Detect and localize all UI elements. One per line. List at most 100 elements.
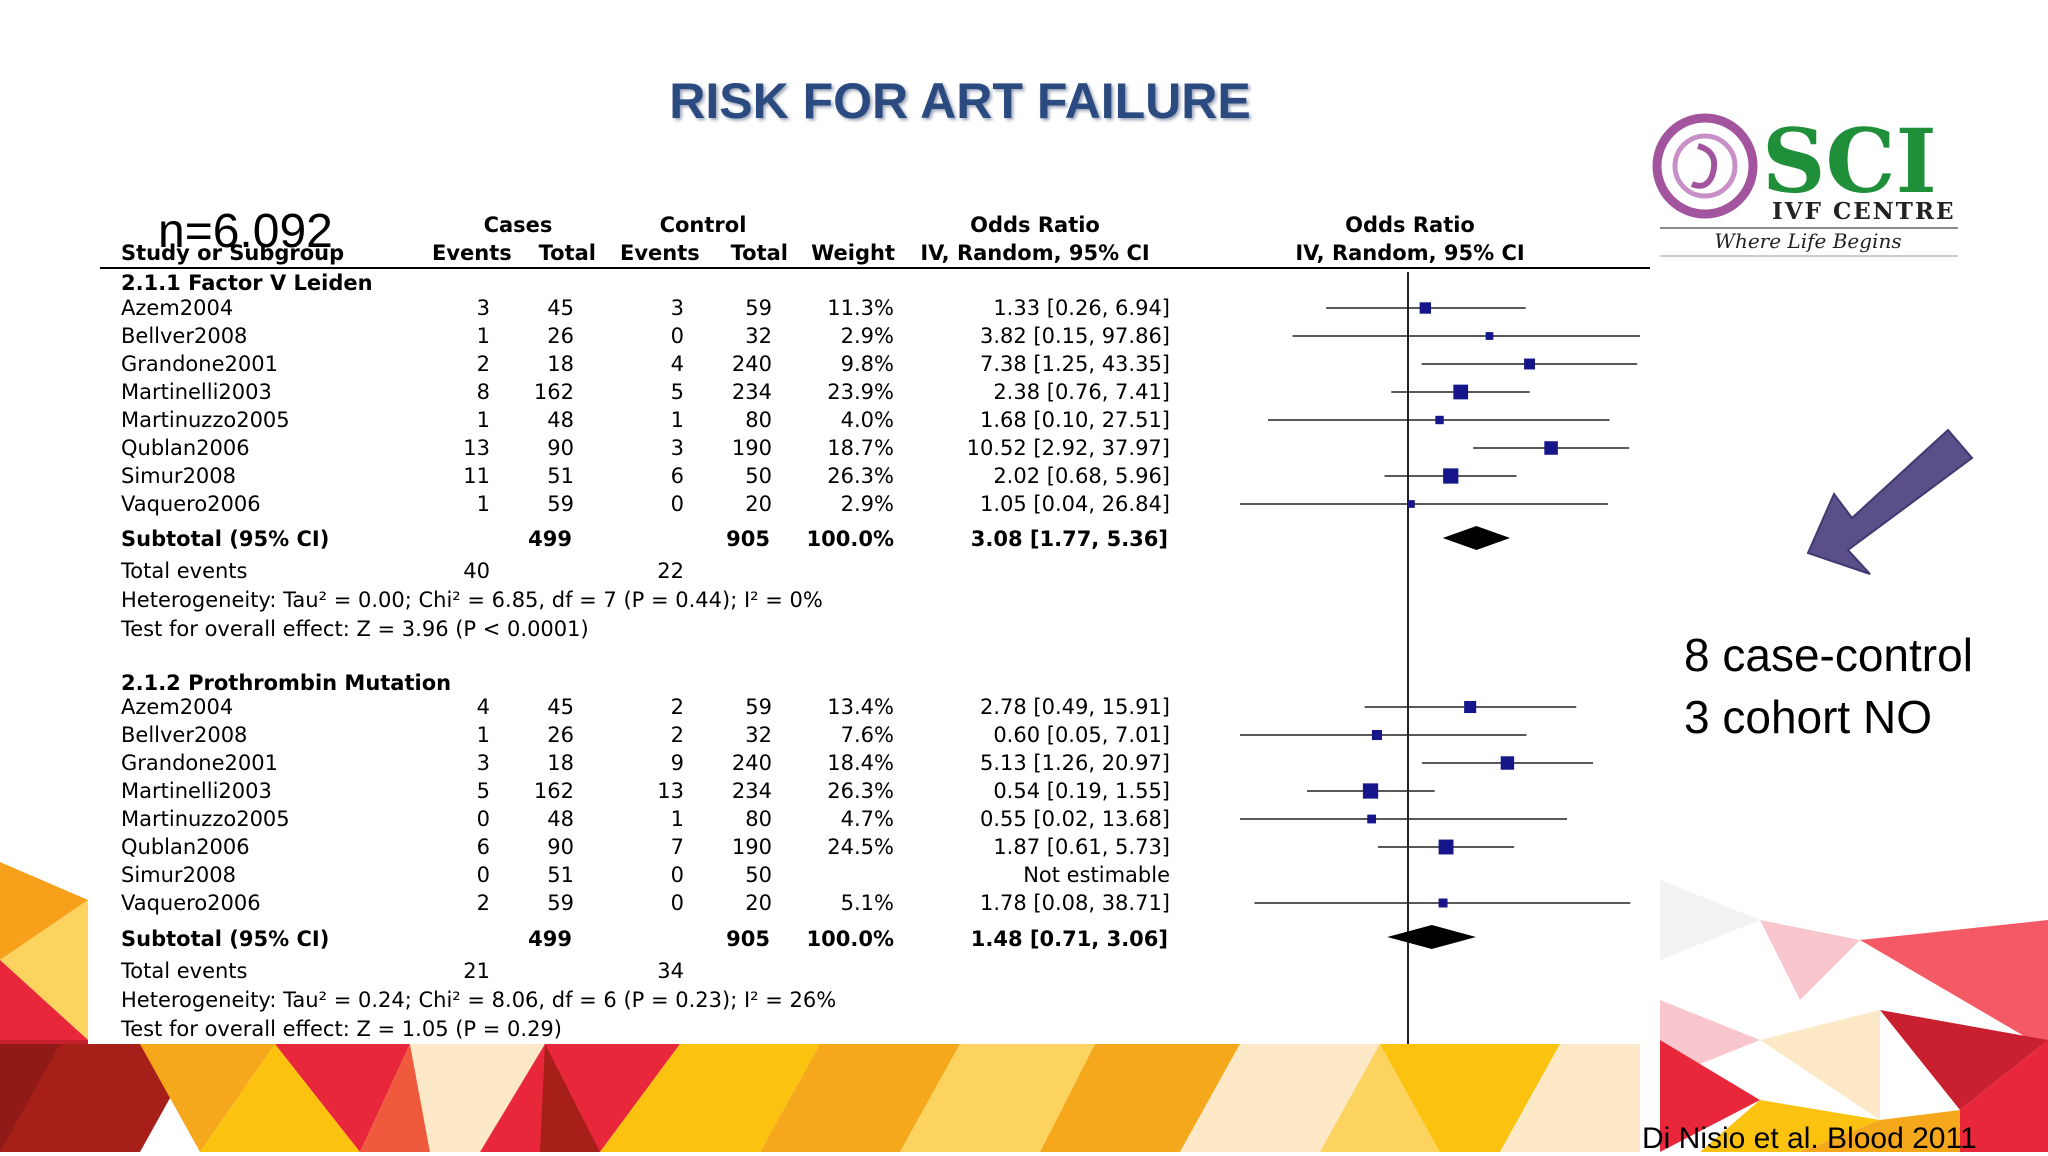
control-events: 2 [671,723,684,747]
table-row: Azem2004 3 45 3 59 11.3% 1.33 [0.26, 6.94] [121,296,1170,320]
cases-total: 90 [547,436,574,460]
logo-tagline: Where Life Begins [1714,229,1901,253]
cases-events: 1 [477,408,490,432]
table-row: Vaquero2006 2 59 0 20 5.1% 1.78 [0.08, 38.71] [121,891,1170,915]
sample-size-label: n=6.092 [158,205,333,258]
study-weight: 7.6% [841,723,894,747]
header-control: Control [660,213,747,237]
header-events-cases: Events [432,241,512,265]
table-row: Martinuzzo2005 1 48 1 80 4.0% 1.68 [0.10, 27.5… [121,408,1170,432]
deco-triangle [1320,1044,1440,1152]
table-row: Bellver2008 1 26 0 32 2.9% 3.82 [0.15, 97.86] [121,324,1170,348]
subtotal-ci: 3.08 [1.77, 5.36] [971,527,1168,551]
study-marker [1453,384,1469,400]
table-row: Martinelli2003 8 162 5 234 23.9% 2.38 [0.76, 7… [121,380,1170,404]
deco-triangle [200,1044,360,1152]
study-name: Martinuzzo2005 [121,408,290,432]
control-events: 13 [657,779,684,803]
cases-total: 90 [547,835,574,859]
study-marker [1367,814,1377,824]
study-marker [1443,468,1459,484]
deco-triangle [1180,1044,1380,1152]
study-weight: 2.9% [841,492,894,516]
cases-total: 51 [547,464,574,488]
study-weight: 4.0% [841,408,894,432]
subtotal-label: Subtotal (95% CI) [121,527,329,551]
cases-total: 162 [534,380,574,404]
study-marker [1544,441,1558,455]
study-marker [1438,898,1448,908]
cases-events: 1 [477,723,490,747]
table-row: Martinuzzo2005 0 48 1 80 4.7% 0.55 [0.02, 13.6… [121,807,1170,831]
study-marker [1407,500,1415,508]
study-name: Grandone2001 [121,352,278,376]
subtotal-weight: 100.0% [807,927,894,951]
subtotal-diamond [1442,526,1511,550]
subtotal-total-control: 905 [726,927,770,951]
study-ci: 1.87 [0.61, 5.73] [993,835,1170,859]
study-name: Grandone2001 [121,751,278,775]
deco-triangle [900,1044,1095,1152]
deco-triangle [1760,1010,1880,1120]
study-weight: 24.5% [827,835,894,859]
table-row: Bellver2008 1 26 2 32 7.6% 0.60 [0.05, 7.01] [121,723,1170,747]
table-row: Vaquero2006 1 59 0 20 2.9% 1.05 [0.04, 26.84] [121,492,1170,516]
header-plot: Odds Ratio [1345,213,1475,237]
control-total: 240 [732,352,772,376]
control-events: 7 [671,835,684,859]
cases-total: 48 [547,408,574,432]
study-name: Vaquero2006 [121,492,261,516]
cases-events: 1 [477,492,490,516]
total-events-cases: 21 [463,959,490,983]
deco-triangle [1660,880,1760,960]
control-events: 5 [671,380,684,404]
total-events-control: 34 [657,959,684,983]
header-study: Study or Subgroup [121,241,344,265]
cases-events: 2 [477,352,490,376]
logo-subtitle: IVF CENTRE [1772,198,1956,225]
cases-total: 26 [547,324,574,348]
cases-events: 1 [477,324,490,348]
study-ci: 0.55 [0.02, 13.68] [980,807,1170,831]
study-marker [1438,839,1454,855]
total-events-control: 22 [657,559,684,583]
deco-triangle [1660,1040,1760,1152]
cases-events: 6 [477,835,490,859]
group-title: 2.1.2 Prothrombin Mutation [121,671,451,695]
control-events: 0 [671,891,684,915]
control-total: 32 [745,723,772,747]
control-total: 59 [745,296,772,320]
deco-triangle [1760,920,1860,1000]
cases-events: 8 [477,380,490,404]
study-name: Azem2004 [121,695,233,719]
cases-total: 162 [534,779,574,803]
deco-triangle [600,1044,820,1152]
sci-ivf-logo: SCI IVF CENTRE Where Life Begins [1652,109,1958,257]
control-total: 20 [745,492,772,516]
subtotal-diamond [1387,925,1477,949]
control-events: 9 [671,751,684,775]
control-total: 234 [732,779,772,803]
study-ci: 7.38 [1.25, 43.35] [980,352,1170,376]
deco-triangle [760,1044,960,1152]
study-name: Martinuzzo2005 [121,807,290,831]
study-marker [1435,415,1444,425]
study-name: Qublan2006 [121,835,250,859]
header-or-method: IV, Random, 95% CI [920,241,1149,265]
heterogeneity: Heterogeneity: Tau² = 0.00; Chi² = 6.85,… [121,588,823,612]
study-ci: 2.78 [0.49, 15.91] [980,695,1170,719]
subtotal-total-cases: 499 [528,527,572,551]
table-row: Qublan2006 13 90 3 190 18.7% 10.52 [2.92, 37.9… [121,436,1170,460]
cases-total: 45 [547,296,574,320]
overall-effect: Test for overall effect: Z = 3.96 (P < 0… [120,617,589,641]
study-marker [1419,302,1432,314]
subtotal-label: Subtotal (95% CI) [121,927,329,951]
cases-total: 45 [547,695,574,719]
cases-total: 48 [547,807,574,831]
heterogeneity: Heterogeneity: Tau² = 0.24; Chi² = 8.06,… [121,988,836,1012]
study-marker [1485,332,1494,340]
header-weight: Weight [811,241,895,265]
control-total: 80 [745,807,772,831]
control-total: 234 [732,380,772,404]
deco-triangle [540,1044,600,1152]
